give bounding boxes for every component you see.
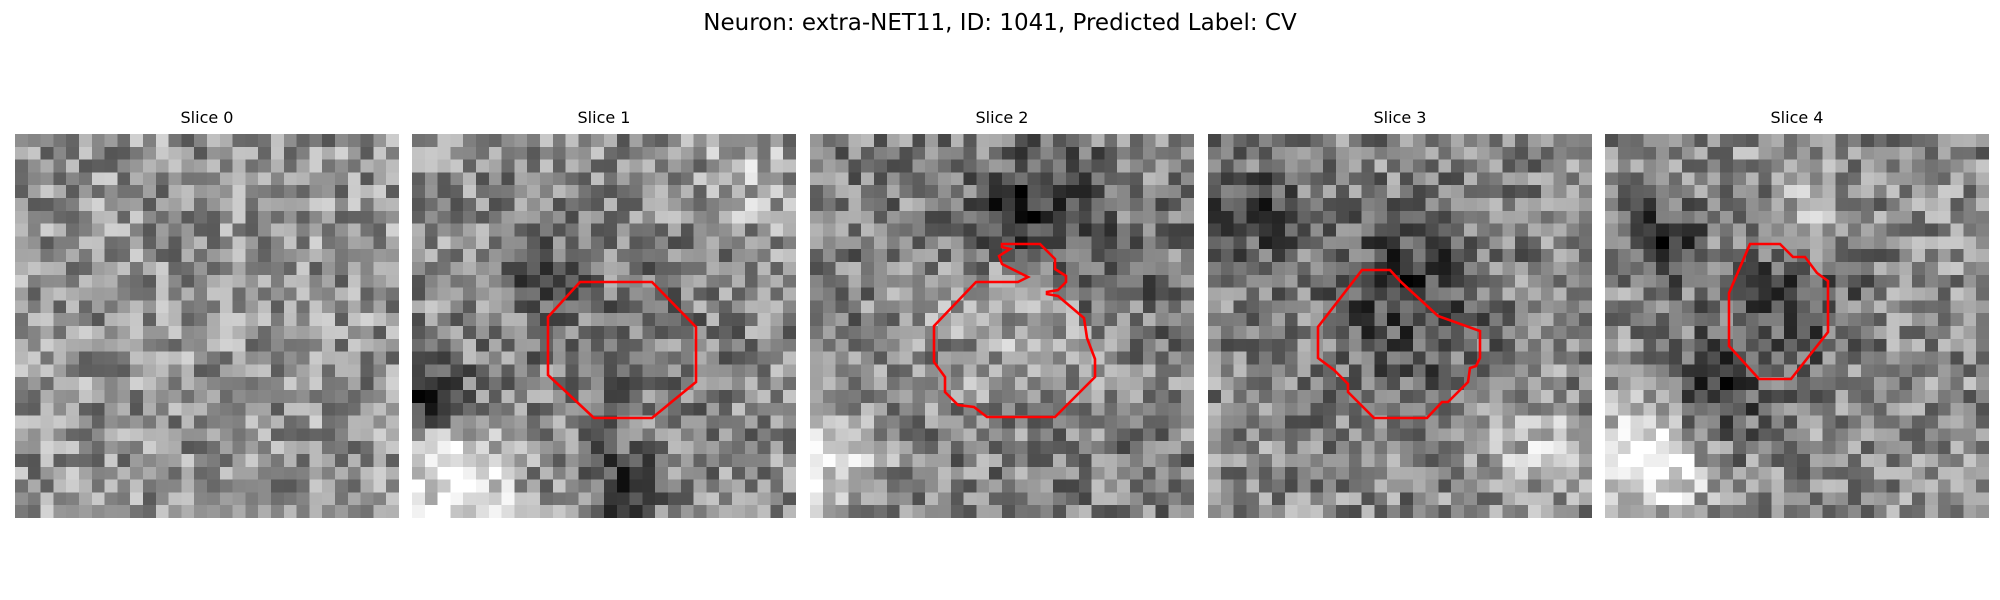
slice-image-canvas (1208, 134, 1592, 518)
roi-outline (1727, 242, 1830, 381)
roi-outline (546, 280, 698, 420)
slice-panel-3: Slice 3 (1208, 108, 1592, 518)
slice-image-canvas (15, 134, 399, 518)
slice-image (412, 134, 796, 518)
slice-panel-4: Slice 4 (1605, 108, 1989, 518)
slice-title: Slice 4 (1770, 108, 1824, 127)
slice-image-canvas (1605, 134, 1989, 518)
roi-outline (932, 242, 1097, 419)
slice-image (1605, 134, 1989, 518)
slice-panel-1: Slice 1 (412, 108, 796, 518)
slice-title: Slice 0 (180, 108, 234, 127)
slice-image (810, 134, 1194, 518)
slice-image-canvas (412, 134, 796, 518)
slice-image-canvas (810, 134, 1194, 518)
slice-panel-2: Slice 2 (810, 108, 1194, 518)
figure-title: Neuron: extra-NET11, ID: 1041, Predicted… (703, 10, 1297, 36)
slice-title: Slice 1 (577, 108, 631, 127)
roi-outline (1316, 268, 1482, 420)
slice-image (15, 134, 399, 518)
slice-panel-0: Slice 0 (15, 108, 399, 518)
slice-image (1208, 134, 1592, 518)
slice-title: Slice 3 (1373, 108, 1427, 127)
slice-title: Slice 2 (975, 108, 1029, 127)
